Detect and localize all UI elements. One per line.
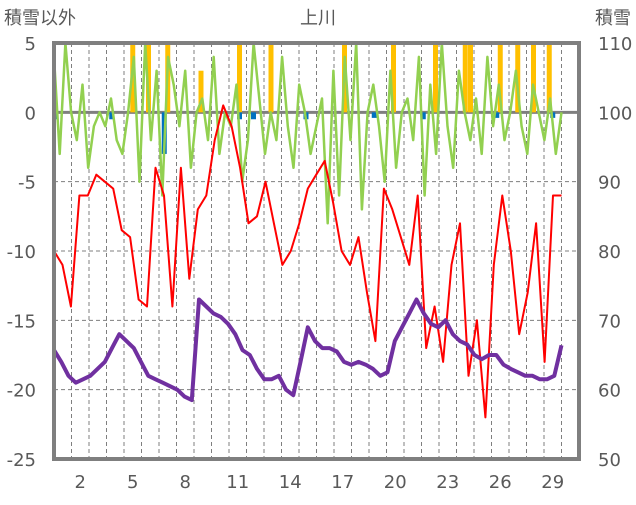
bar-positive [146, 43, 151, 113]
bar-positive [237, 43, 242, 113]
y-left-tick-label: -15 [7, 311, 36, 332]
bar-positive [433, 43, 438, 113]
chart-title: 上川 [300, 8, 336, 29]
y-right-tick-label: 110 [598, 34, 632, 55]
x-tick-label: 20 [384, 472, 407, 493]
plot-frame [52, 41, 581, 461]
left-axis-title: 積雪以外 [4, 8, 76, 29]
bar-positive [198, 70, 204, 113]
bar-negative [420, 112, 426, 120]
y-left-tick-label: -25 [7, 450, 36, 471]
y-right-tick-label: 60 [598, 381, 621, 402]
y-right-tick-label: 80 [598, 242, 621, 263]
y-right-tick-label: 90 [598, 173, 621, 194]
bar-positive [462, 43, 468, 113]
lines [52, 41, 564, 419]
x-tick-label: 2 [75, 472, 86, 493]
frame [52, 41, 581, 461]
x-tick-label: 11 [226, 472, 249, 493]
series-other [52, 41, 563, 225]
y-right-tick-label: 70 [598, 311, 621, 332]
bar-negative [251, 112, 256, 120]
series-temperature [53, 104, 562, 419]
bar-positive [546, 43, 552, 113]
bar-positive [497, 43, 503, 113]
x-tick-label: 29 [541, 472, 564, 493]
y-left-tick-label: 5 [25, 34, 36, 55]
bar-negative [371, 112, 377, 118]
bar-negative [494, 112, 500, 118]
x-tick-label: 14 [279, 472, 302, 493]
y-left-tick-label: -5 [18, 173, 36, 194]
y-right-tick-label: 100 [598, 103, 632, 124]
series-snow_depth [52, 297, 564, 403]
bar-negative [109, 112, 115, 120]
right-axis-title: 積雪 [595, 8, 631, 29]
x-tick-label: 23 [436, 472, 459, 493]
y-right-tick-label: 50 [598, 450, 621, 471]
bar-positive [391, 43, 396, 113]
y-left-tick-label: -20 [7, 381, 36, 402]
x-tick-label: 26 [489, 472, 512, 493]
y-left-tick-label: 0 [25, 103, 36, 124]
y-left-tick-label: -10 [7, 242, 36, 263]
x-tick-label: 8 [180, 472, 191, 493]
bar-positive [468, 43, 473, 113]
bar-positive [268, 43, 274, 113]
x-tick-label: 5 [127, 472, 138, 493]
bar-positive [531, 43, 536, 113]
x-tick-label: 17 [331, 472, 354, 493]
